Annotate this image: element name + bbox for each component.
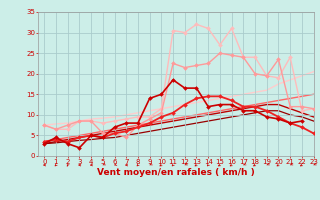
X-axis label: Vent moyen/en rafales ( km/h ): Vent moyen/en rafales ( km/h ) — [97, 168, 255, 177]
